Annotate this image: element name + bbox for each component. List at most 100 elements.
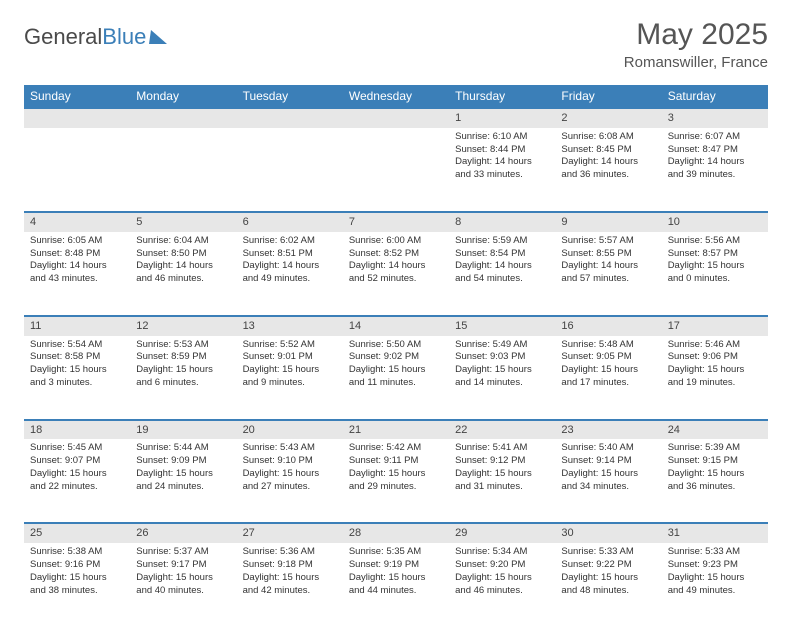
sunset-text: Sunset: 8:52 PM — [349, 248, 443, 261]
col-saturday: Saturday — [662, 85, 768, 108]
sunrise-text: Sunrise: 5:34 AM — [455, 546, 549, 559]
col-monday: Monday — [130, 85, 236, 108]
daylight-text: Daylight: 15 hours and 19 minutes. — [668, 364, 762, 390]
daylight-text: Daylight: 15 hours and 9 minutes. — [243, 364, 337, 390]
sunrise-text: Sunrise: 5:48 AM — [561, 339, 655, 352]
sunrise-text: Sunrise: 5:42 AM — [349, 442, 443, 455]
day-number — [237, 108, 343, 128]
day-number: 5 — [130, 212, 236, 232]
sunset-text: Sunset: 9:22 PM — [561, 559, 655, 572]
day-number: 6 — [237, 212, 343, 232]
sunset-text: Sunset: 8:57 PM — [668, 248, 762, 261]
sunset-text: Sunset: 9:01 PM — [243, 351, 337, 364]
sunrise-text: Sunrise: 5:40 AM — [561, 442, 655, 455]
location-label: Romanswiller, France — [624, 54, 768, 71]
sunrise-text: Sunrise: 5:33 AM — [561, 546, 655, 559]
daylight-text: Daylight: 14 hours and 52 minutes. — [349, 260, 443, 286]
sunset-text: Sunset: 8:50 PM — [136, 248, 230, 261]
month-title: May 2025 — [624, 18, 768, 52]
daylight-text: Daylight: 15 hours and 36 minutes. — [668, 468, 762, 494]
sunrise-text: Sunrise: 5:39 AM — [668, 442, 762, 455]
day-cell: Sunrise: 5:52 AMSunset: 9:01 PMDaylight:… — [237, 336, 343, 420]
daylight-text: Daylight: 15 hours and 14 minutes. — [455, 364, 549, 390]
week-daynum-row: 11121314151617 — [24, 316, 768, 336]
day-cell: Sunrise: 5:59 AMSunset: 8:54 PMDaylight:… — [449, 232, 555, 316]
week-body-row: Sunrise: 5:38 AMSunset: 9:16 PMDaylight:… — [24, 543, 768, 627]
sunrise-text: Sunrise: 6:00 AM — [349, 235, 443, 248]
sunrise-text: Sunrise: 6:04 AM — [136, 235, 230, 248]
daylight-text: Daylight: 14 hours and 36 minutes. — [561, 156, 655, 182]
sunset-text: Sunset: 9:10 PM — [243, 455, 337, 468]
day-number: 30 — [555, 523, 661, 543]
daylight-text: Daylight: 15 hours and 22 minutes. — [30, 468, 124, 494]
sunrise-text: Sunrise: 5:57 AM — [561, 235, 655, 248]
day-number — [343, 108, 449, 128]
sunset-text: Sunset: 9:06 PM — [668, 351, 762, 364]
daylight-text: Daylight: 15 hours and 24 minutes. — [136, 468, 230, 494]
sunrise-text: Sunrise: 5:46 AM — [668, 339, 762, 352]
sunset-text: Sunset: 9:02 PM — [349, 351, 443, 364]
day-cell: Sunrise: 5:48 AMSunset: 9:05 PMDaylight:… — [555, 336, 661, 420]
col-sunday: Sunday — [24, 85, 130, 108]
day-cell: Sunrise: 5:54 AMSunset: 8:58 PMDaylight:… — [24, 336, 130, 420]
sunrise-text: Sunrise: 5:50 AM — [349, 339, 443, 352]
daylight-text: Daylight: 15 hours and 44 minutes. — [349, 572, 443, 598]
day-number: 21 — [343, 420, 449, 440]
sunrise-text: Sunrise: 5:35 AM — [349, 546, 443, 559]
weekday-header-row: Sunday Monday Tuesday Wednesday Thursday… — [24, 85, 768, 108]
daylight-text: Daylight: 14 hours and 33 minutes. — [455, 156, 549, 182]
day-number: 14 — [343, 316, 449, 336]
sunset-text: Sunset: 8:59 PM — [136, 351, 230, 364]
day-cell: Sunrise: 5:39 AMSunset: 9:15 PMDaylight:… — [662, 439, 768, 523]
day-cell: Sunrise: 5:56 AMSunset: 8:57 PMDaylight:… — [662, 232, 768, 316]
daylight-text: Daylight: 15 hours and 0 minutes. — [668, 260, 762, 286]
sunset-text: Sunset: 9:03 PM — [455, 351, 549, 364]
day-number: 11 — [24, 316, 130, 336]
sunset-text: Sunset: 8:45 PM — [561, 144, 655, 157]
day-number: 8 — [449, 212, 555, 232]
daylight-text: Daylight: 15 hours and 49 minutes. — [668, 572, 762, 598]
sunrise-text: Sunrise: 5:54 AM — [30, 339, 124, 352]
day-number: 28 — [343, 523, 449, 543]
sunset-text: Sunset: 9:12 PM — [455, 455, 549, 468]
sunset-text: Sunset: 8:48 PM — [30, 248, 124, 261]
week-daynum-row: 45678910 — [24, 212, 768, 232]
sunset-text: Sunset: 9:11 PM — [349, 455, 443, 468]
daylight-text: Daylight: 14 hours and 49 minutes. — [243, 260, 337, 286]
day-number: 2 — [555, 108, 661, 128]
daylight-text: Daylight: 15 hours and 27 minutes. — [243, 468, 337, 494]
day-cell: Sunrise: 5:43 AMSunset: 9:10 PMDaylight:… — [237, 439, 343, 523]
day-number: 22 — [449, 420, 555, 440]
day-cell: Sunrise: 5:33 AMSunset: 9:22 PMDaylight:… — [555, 543, 661, 627]
week-daynum-row: 18192021222324 — [24, 420, 768, 440]
day-cell: Sunrise: 5:41 AMSunset: 9:12 PMDaylight:… — [449, 439, 555, 523]
daylight-text: Daylight: 14 hours and 43 minutes. — [30, 260, 124, 286]
day-cell: Sunrise: 5:44 AMSunset: 9:09 PMDaylight:… — [130, 439, 236, 523]
day-number: 20 — [237, 420, 343, 440]
sunrise-text: Sunrise: 6:10 AM — [455, 131, 549, 144]
day-number: 3 — [662, 108, 768, 128]
daylight-text: Daylight: 15 hours and 6 minutes. — [136, 364, 230, 390]
day-number: 26 — [130, 523, 236, 543]
sunrise-text: Sunrise: 5:59 AM — [455, 235, 549, 248]
week-daynum-row: 25262728293031 — [24, 523, 768, 543]
day-number: 1 — [449, 108, 555, 128]
day-cell: Sunrise: 5:53 AMSunset: 8:59 PMDaylight:… — [130, 336, 236, 420]
week-daynum-row: 123 — [24, 108, 768, 128]
day-number: 24 — [662, 420, 768, 440]
day-cell: Sunrise: 5:33 AMSunset: 9:23 PMDaylight:… — [662, 543, 768, 627]
daylight-text: Daylight: 15 hours and 40 minutes. — [136, 572, 230, 598]
day-number — [130, 108, 236, 128]
daylight-text: Daylight: 15 hours and 34 minutes. — [561, 468, 655, 494]
sunset-text: Sunset: 9:07 PM — [30, 455, 124, 468]
day-cell: Sunrise: 5:57 AMSunset: 8:55 PMDaylight:… — [555, 232, 661, 316]
daylight-text: Daylight: 15 hours and 3 minutes. — [30, 364, 124, 390]
col-thursday: Thursday — [449, 85, 555, 108]
week-body-row: Sunrise: 5:45 AMSunset: 9:07 PMDaylight:… — [24, 439, 768, 523]
sunset-text: Sunset: 8:47 PM — [668, 144, 762, 157]
calendar-table: Sunday Monday Tuesday Wednesday Thursday… — [24, 85, 768, 627]
day-number: 23 — [555, 420, 661, 440]
sunrise-text: Sunrise: 5:37 AM — [136, 546, 230, 559]
daylight-text: Daylight: 15 hours and 11 minutes. — [349, 364, 443, 390]
day-cell: Sunrise: 5:40 AMSunset: 9:14 PMDaylight:… — [555, 439, 661, 523]
